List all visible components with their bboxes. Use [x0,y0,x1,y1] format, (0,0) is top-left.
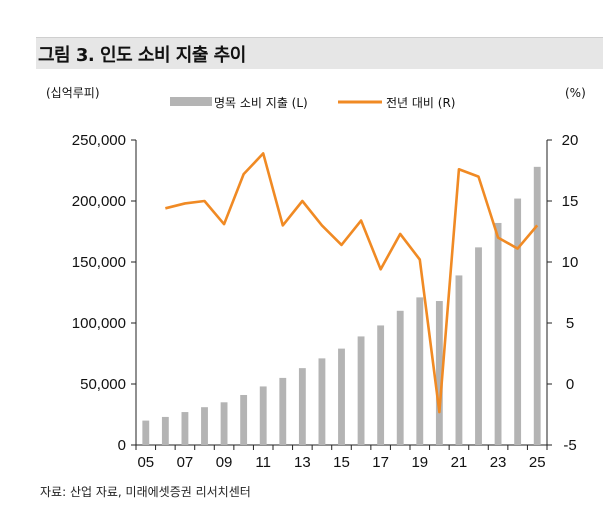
bar-2021 [455,275,463,445]
bar-2025 [533,166,541,445]
bar-2017 [377,325,385,445]
x-tick-label: 17 [372,454,389,471]
right-tick-label: 10 [562,254,579,271]
bar-2024 [514,198,522,445]
x-tick-label: 05 [137,454,154,471]
source-note: 자료: 산업 자료, 미래에셋증권 리서치센터 [40,485,251,499]
left-tick-label: 100,000 [72,315,126,332]
bar-2012 [279,377,287,445]
bar-2020 [435,301,443,445]
bar-2008 [201,407,208,445]
x-tick-label: 21 [451,454,468,471]
x-tick-label: 09 [216,454,233,471]
title-band [36,37,603,69]
legend-bar-label: 명목 소비 지출 (L) [214,96,308,110]
bar-2018 [396,310,404,445]
bar-2011 [259,386,267,445]
legend-line-label: 전년 대비 (R) [386,96,456,110]
bar-2009 [220,402,228,445]
bar-2016 [357,336,365,445]
x-tick-label: 23 [490,454,507,471]
left-tick-label: 250,000 [72,132,126,149]
x-tick-label: 19 [411,454,428,471]
left-axis-label: (십억루피) [46,86,100,100]
bar-2010 [240,394,248,445]
bar-2023 [494,222,502,445]
x-tick-label: 07 [177,454,194,471]
right-tick-label: 0 [566,376,574,393]
left-tick-label: 150,000 [72,254,126,271]
x-tick-label: 25 [529,454,546,471]
right-tick-label: 15 [562,193,579,210]
right-tick-label: 5 [566,315,574,332]
x-tick-label: 11 [255,454,271,471]
bar-2005 [142,420,150,445]
bar-2019 [416,297,424,445]
left-tick-label: 200,000 [72,193,126,210]
right-axis-label: (%) [565,86,586,100]
page-title: 그림 3. 인도 소비 지출 추이 [38,45,246,66]
x-tick-label: 13 [294,454,311,471]
left-tick-label: 0 [118,437,126,454]
left-tick-label: 50,000 [80,376,126,393]
bar-2015 [338,348,345,445]
bar-2014 [318,358,326,445]
legend-bar-swatch [170,97,212,106]
right-tick-label: 20 [562,132,579,149]
right-tick-label: -5 [563,437,576,454]
bar-2007 [181,412,189,445]
bar-2013 [298,368,306,445]
yoy-line [165,152,539,414]
bar-2006 [161,416,169,445]
x-tick-label: 15 [333,454,350,471]
bar-2022 [475,247,482,445]
